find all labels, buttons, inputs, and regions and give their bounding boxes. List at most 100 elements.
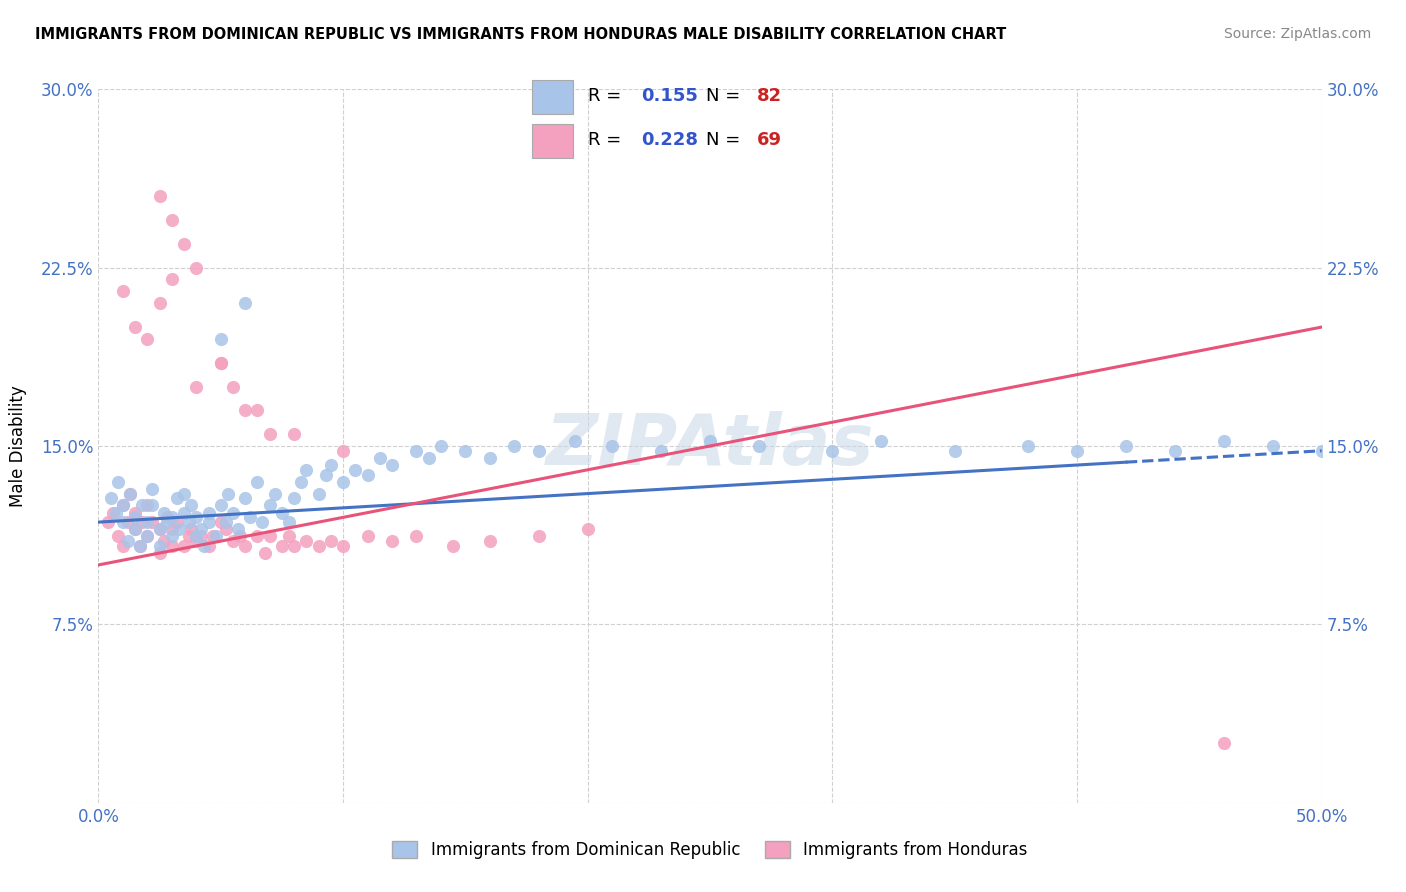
- Point: [214, 522, 236, 536]
- Point: [186, 534, 208, 549]
- Point: [160, 272, 183, 286]
- Point: [253, 546, 276, 560]
- Point: [173, 506, 195, 520]
- Point: [111, 539, 134, 553]
- Point: [259, 499, 281, 513]
- Point: [160, 539, 183, 553]
- Point: [283, 427, 305, 442]
- Point: [356, 467, 378, 482]
- Point: [173, 236, 195, 251]
- Point: [107, 529, 129, 543]
- Point: [748, 439, 770, 453]
- Point: [131, 499, 153, 513]
- Point: [209, 332, 232, 346]
- Point: [229, 529, 252, 543]
- Point: [111, 499, 134, 513]
- Point: [186, 260, 208, 275]
- Point: [263, 486, 285, 500]
- Point: [600, 439, 623, 453]
- Point: [111, 285, 134, 299]
- Point: [1164, 443, 1187, 458]
- Point: [193, 539, 215, 553]
- Point: [405, 443, 427, 458]
- Point: [332, 475, 354, 489]
- Point: [246, 403, 269, 417]
- Point: [153, 534, 176, 549]
- Point: [503, 439, 526, 453]
- Point: [186, 529, 208, 543]
- Point: [222, 379, 245, 393]
- Point: [270, 539, 294, 553]
- Point: [381, 534, 404, 549]
- Point: [149, 539, 172, 553]
- Point: [576, 522, 599, 536]
- Point: [197, 539, 219, 553]
- Point: [156, 510, 179, 524]
- Point: [217, 486, 239, 500]
- Point: [233, 491, 256, 506]
- Point: [233, 539, 256, 553]
- Text: 0.155: 0.155: [641, 87, 699, 105]
- Point: [478, 534, 501, 549]
- Point: [124, 510, 146, 524]
- Point: [149, 522, 172, 536]
- Point: [478, 450, 501, 465]
- Point: [315, 467, 337, 482]
- Point: [283, 491, 305, 506]
- Bar: [531, 124, 574, 158]
- Point: [356, 529, 378, 543]
- Point: [295, 463, 318, 477]
- Point: [222, 506, 245, 520]
- Point: [136, 529, 159, 543]
- Point: [186, 510, 208, 524]
- Point: [527, 529, 550, 543]
- Point: [278, 529, 301, 543]
- Point: [117, 515, 139, 529]
- Point: [368, 450, 391, 465]
- Point: [107, 475, 129, 489]
- Point: [160, 529, 183, 543]
- Point: [149, 189, 172, 203]
- Point: [308, 486, 330, 500]
- Point: [166, 515, 188, 529]
- Point: [209, 356, 232, 370]
- Point: [214, 515, 236, 529]
- Legend: Immigrants from Dominican Republic, Immigrants from Honduras: Immigrants from Dominican Republic, Immi…: [385, 834, 1035, 866]
- Point: [100, 491, 122, 506]
- Point: [173, 486, 195, 500]
- Point: [1212, 736, 1234, 750]
- Point: [319, 534, 342, 549]
- Point: [259, 427, 281, 442]
- Point: [699, 434, 721, 449]
- Point: [136, 515, 159, 529]
- Point: [124, 522, 146, 536]
- Point: [97, 515, 120, 529]
- Point: [149, 296, 172, 310]
- Point: [190, 522, 212, 536]
- Text: Source: ZipAtlas.com: Source: ZipAtlas.com: [1223, 27, 1371, 41]
- Point: [209, 499, 232, 513]
- Point: [180, 522, 202, 536]
- Point: [149, 522, 172, 536]
- Point: [278, 515, 301, 529]
- Text: N =: N =: [706, 87, 747, 105]
- Text: 82: 82: [756, 87, 782, 105]
- Point: [120, 486, 142, 500]
- Point: [177, 515, 200, 529]
- Point: [202, 529, 225, 543]
- Point: [197, 506, 219, 520]
- Point: [104, 506, 127, 520]
- Point: [943, 443, 966, 458]
- Point: [205, 529, 228, 543]
- Text: N =: N =: [706, 131, 747, 149]
- Point: [101, 506, 124, 520]
- Point: [1017, 439, 1039, 453]
- Point: [319, 458, 342, 472]
- Point: [1261, 439, 1284, 453]
- Point: [149, 546, 172, 560]
- Point: [1310, 443, 1333, 458]
- Point: [295, 534, 318, 549]
- Point: [290, 475, 312, 489]
- Point: [124, 320, 146, 334]
- Point: [441, 539, 464, 553]
